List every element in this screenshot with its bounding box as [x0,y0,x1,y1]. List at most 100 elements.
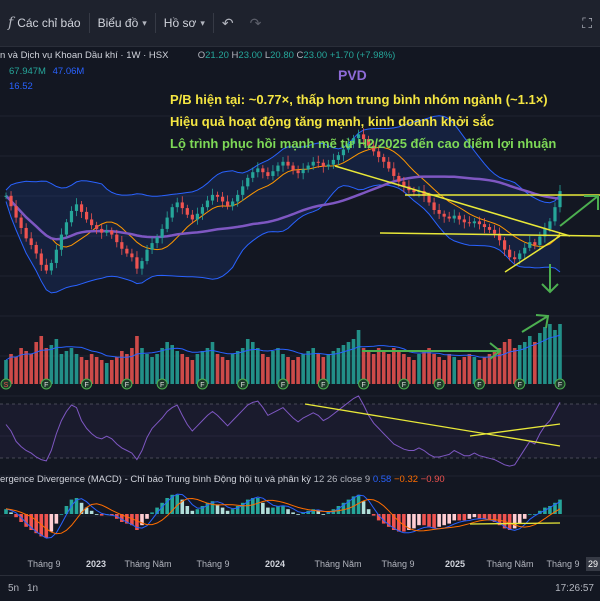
volume-bar [276,348,280,384]
candle-body [427,196,430,203]
candle-body [130,253,133,257]
volume-bar [518,345,522,384]
candle-body [196,214,199,220]
macd-bar [402,514,406,532]
macd-bar [452,514,456,520]
candle-body [468,222,471,223]
volume-series [4,324,562,384]
volume-bar [14,357,18,384]
volume-bar [24,351,28,384]
candle-body [150,243,153,250]
time-axis-label: Tháng 9 [381,559,414,569]
volume-bar [463,357,467,384]
volume-bar [180,354,184,384]
volume-bar [236,351,240,384]
redo-button[interactable]: ↷ [242,8,270,38]
macd-value-3: −0.90 [421,474,445,485]
macd-bar [518,514,522,524]
fullscreen-icon: ⛶ [582,15,592,32]
macd-bar [4,509,8,514]
candle-body [145,250,148,261]
macd-bar [226,511,230,514]
volume-bar [528,336,532,384]
candle-body [317,162,320,163]
candle-body [75,204,78,211]
volume-bar [34,342,38,384]
candle-body [135,257,138,268]
time-axis-label: Tháng 9 [546,559,579,569]
volume-bar [271,351,275,384]
macd-title: ergence Divergence (MACD) - Chỉ báo Trun… [0,474,311,485]
macd-bar [231,509,235,514]
candle-body [186,208,189,215]
volume-bar [558,324,562,384]
profile-label: Hồ sơ [164,16,197,30]
volume-bar [221,357,225,384]
volume-bar [60,354,64,384]
volume-bar [397,351,401,384]
macd-bar [145,514,149,519]
candle-body [261,168,264,172]
fullscreen-button[interactable]: ⛶ [574,8,600,38]
volume-bar [196,354,200,384]
marker-label: F [200,382,204,389]
macd-value-2: −0.32 [394,474,418,485]
chart-type-button[interactable]: Biểu đồ ▾ [90,8,155,38]
candle-body [140,261,143,269]
volume-bar [452,357,456,384]
candle-body [327,165,330,167]
range-1m-button[interactable]: 1n [27,583,38,594]
candle-body [171,207,174,217]
volume-bar [211,342,215,384]
macd-value-1: 0.58 [373,474,392,485]
volume-bar [145,354,149,384]
profile-button[interactable]: Hồ sơ ▾ [156,8,213,38]
volume-bar [206,348,210,384]
macd-bar [457,514,461,520]
candle-body [508,250,511,258]
ticker-label: PVD [338,67,367,83]
candle-body [9,196,12,206]
macd-bar [432,514,436,528]
candle-body [382,157,385,162]
macd-bar [271,508,275,514]
volume-bar [110,360,114,384]
volume-bar [432,354,436,384]
candle-body [503,240,506,249]
macd-bar [24,514,28,527]
marker-label: F [518,382,522,389]
macd-bar [463,514,467,520]
macd-bar [367,509,371,514]
candle-body [307,166,310,170]
volume-bar [538,333,542,384]
candle-body [85,212,88,220]
candle-body [332,160,335,165]
candle-body [463,219,466,222]
candle-body [14,206,17,217]
volume-bar [75,354,79,384]
time-axis-label: Tháng 9 [196,559,229,569]
volume-bar [533,342,537,384]
candle-body [432,202,435,210]
chart-type-label: Biểu đồ [98,16,139,30]
volume-bar [170,345,174,384]
candle-body [25,228,28,238]
range-5d-button[interactable]: 5n [8,583,19,594]
indicators-button[interactable]: f Các chỉ báo [0,8,89,38]
candle-body [251,172,254,178]
marker-label: F [84,382,88,389]
macd-bar [55,514,59,524]
marker-label: F [361,382,365,389]
volume-bar [296,357,300,384]
candle-body [271,171,274,176]
volume-bar [130,348,134,384]
macd-bar [321,514,325,515]
clock-display: 17:26:57 [555,583,594,594]
undo-button[interactable]: ↶ [214,8,242,38]
candle-body [453,216,456,219]
candle-body [125,249,128,254]
macd-bar [95,514,99,515]
volume-bar [100,360,104,384]
macd-bar [417,514,421,525]
volume-bar [120,351,124,384]
